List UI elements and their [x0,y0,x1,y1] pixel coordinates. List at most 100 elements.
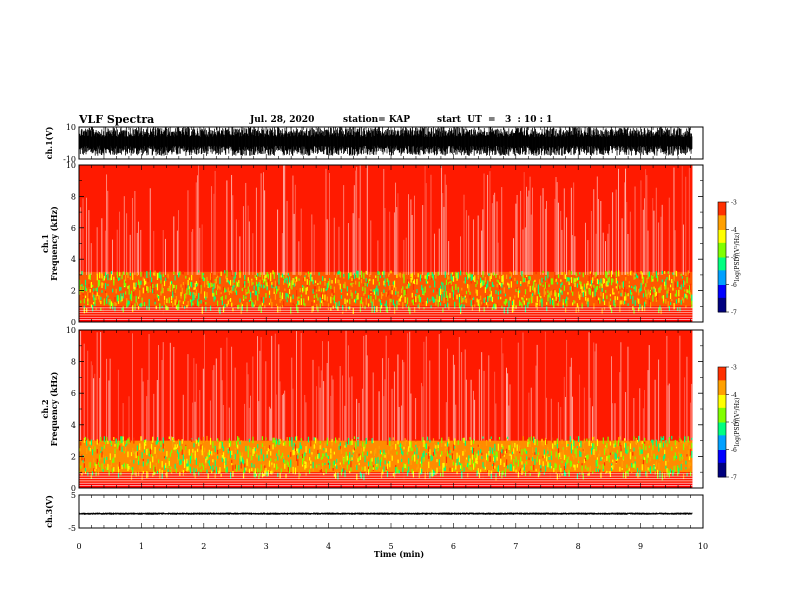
spectrogram-speck [193,292,195,295]
spectrogram-speck [410,273,412,278]
spectrogram-speck [469,272,471,277]
spectrogram-speck [322,453,324,459]
spectrogram-speck [136,452,138,456]
spectrogram-speck [566,277,568,283]
spectrogram-speck [107,273,109,281]
spectrogram-speck [515,288,517,292]
spectrogram-speck [412,283,415,290]
spectrogram-speck [500,290,502,294]
spectrogram-speck [171,300,173,303]
spectrogram-speck [390,294,392,299]
spectrogram-speck [227,300,229,305]
spectrogram-speck [421,468,423,475]
spectrogram-speck [327,303,330,307]
colorbar-cell [718,255,726,258]
spectrogram-speck [130,467,133,470]
spectrogram-speck [188,288,190,295]
spectrogram-speck [408,466,410,473]
spectrogram-speck [580,281,582,285]
spectrogram-speck [194,293,196,298]
spectrogram-speck [396,300,398,305]
spectrogram-speck [592,471,594,474]
spectrogram-speck [128,284,130,289]
spectrogram-speck [317,454,319,459]
spectrogram-speck [395,291,397,295]
spectrogram-speck [495,304,497,310]
spectrogram-column [333,217,335,275]
spectrogram-speck [511,306,514,313]
spectrogram-speck [452,297,455,300]
spectrogram-speck [346,464,348,470]
spectrogram-column [90,243,92,275]
spectrogram-speck [299,271,301,276]
spectrogram-speck [332,461,334,468]
spectrogram-column [196,175,198,275]
spectrogram-speck [349,452,351,459]
spectrogram-speck [267,462,269,467]
spectrogram-speck [136,284,138,289]
spectrogram-column [209,400,211,441]
spectrogram-speck [583,289,586,293]
spectrogram-speck [199,284,201,292]
spectrogram-speck [207,460,209,464]
spectrogram-speck [504,468,507,476]
spectrogram-speck [323,453,325,457]
spectrogram-column [383,168,385,275]
spectrogram-speck [580,451,582,457]
spectrogram-speck [346,293,348,296]
spectrogram-speck [244,285,246,288]
spectrogram-speck [122,292,124,299]
spectrogram-speck [600,471,602,474]
spectrogram-band-1 [79,472,693,484]
spectrogram-column [607,233,609,275]
spectrogram-speck [287,454,289,458]
spectrogram-speck [401,444,403,447]
spectrogram-speck [467,283,469,289]
spectrogram-speck [220,296,222,300]
spectrogram-column [292,175,294,275]
spectrogram-speck [632,295,634,302]
spectrogram-speck [301,453,304,459]
spectrogram-speck [84,436,87,440]
spectrogram-speck [206,282,208,285]
spectrogram-column [487,174,489,275]
spectrogram-speck [112,458,114,463]
spectrogram-speck [362,467,364,470]
spectrogram-speck [310,274,312,282]
spectrogram-speck [411,447,413,452]
spectrogram-column [372,372,374,441]
spectrogram-speck [349,272,351,279]
spectrogram-band-4 [79,165,693,244]
spectrogram-speck [382,293,384,297]
spectrogram-speck [638,307,640,312]
spectrogram-speck [206,292,208,299]
spectrogram-speck [517,290,520,298]
spectrogram-speck [81,461,83,468]
spectrogram-speck [502,274,504,282]
spectrogram-speck [332,297,334,300]
spectrogram-column [300,333,302,441]
spectrogram-speck [167,465,169,469]
spectrogram-speck [153,470,155,476]
spectrogram-column [522,332,524,441]
spectrogram-speck [240,302,242,308]
spectrogram-speck [337,279,339,284]
spectrogram-column [483,173,485,275]
spectrogram-speck [133,437,135,444]
spectrogram-speck [599,298,601,304]
spectrogram-speck [483,458,485,461]
y-tick-label: 6 [71,224,76,233]
spectrogram-speck [549,449,551,453]
spectrogram-column [555,177,557,275]
spectrogram-speck [419,274,422,282]
spectrogram-speck [384,284,386,287]
spectrogram-speck [97,294,100,300]
spectrogram-speck [575,448,577,455]
spectrogram-speck [140,302,142,308]
spectrogram-speck [150,441,153,447]
spectrogram-speck [305,272,307,276]
spectrogram-speck [176,304,179,311]
spectrogram-column [182,394,184,441]
spectrogram-speck [274,293,277,300]
spectrogram-speck [476,453,478,461]
